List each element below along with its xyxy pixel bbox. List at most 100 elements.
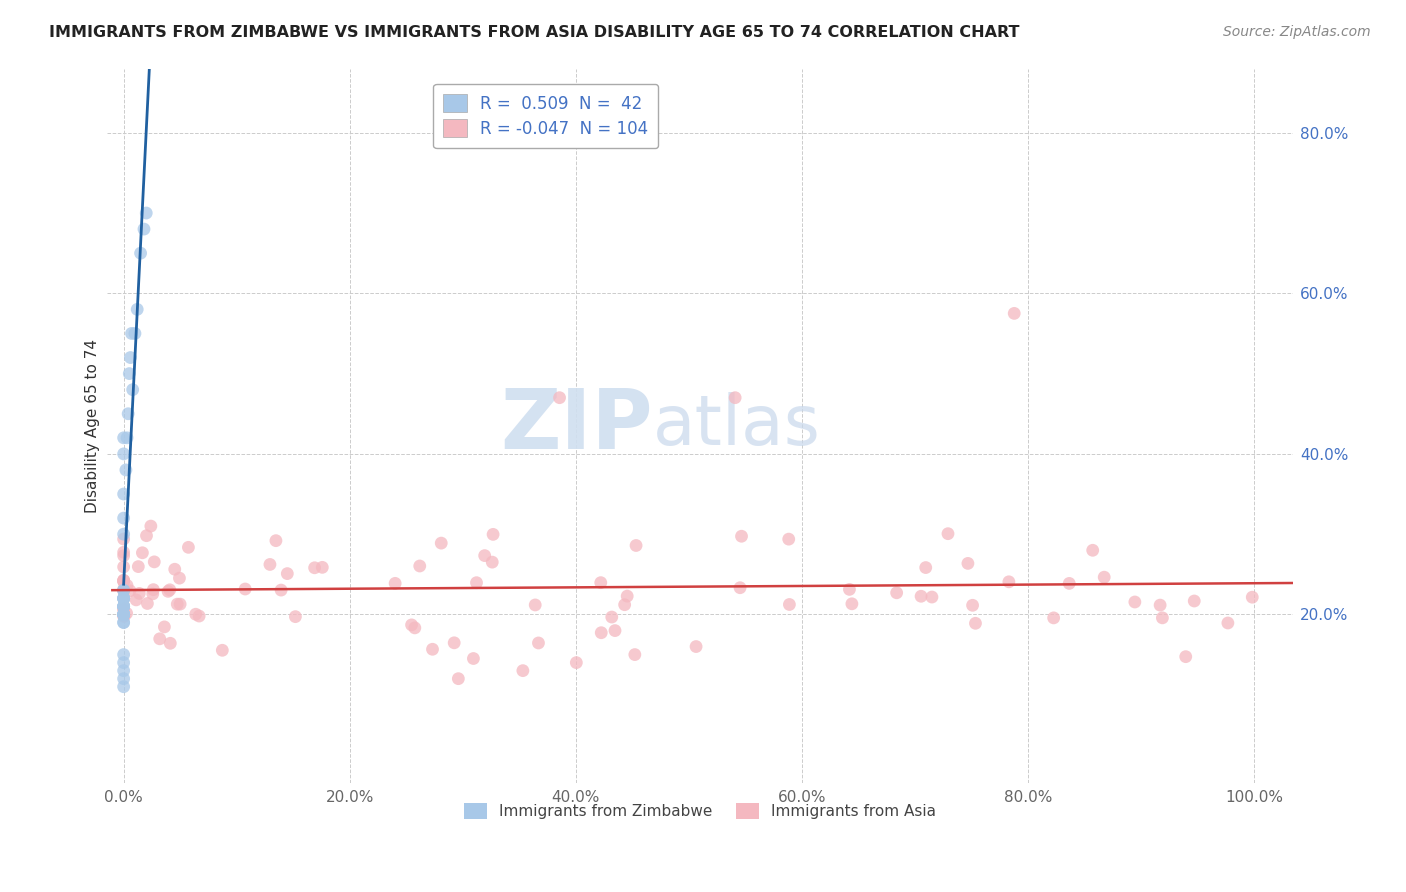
Point bbox=[1057, 576, 1080, 591]
Point bbox=[112, 601, 135, 615]
Point bbox=[112, 607, 135, 622]
Point bbox=[120, 351, 142, 365]
Legend: Immigrants from Zimbabwe, Immigrants from Asia: Immigrants from Zimbabwe, Immigrants fro… bbox=[458, 797, 942, 825]
Point bbox=[276, 566, 298, 581]
Point bbox=[384, 576, 406, 591]
Point bbox=[163, 562, 186, 576]
Point bbox=[233, 582, 256, 596]
Point bbox=[430, 536, 453, 550]
Point bbox=[184, 607, 207, 622]
Point bbox=[118, 583, 141, 598]
Point bbox=[135, 529, 157, 543]
Point bbox=[112, 591, 135, 606]
Point bbox=[1002, 306, 1025, 320]
Point bbox=[142, 582, 165, 597]
Point bbox=[447, 672, 470, 686]
Point bbox=[264, 533, 287, 548]
Point bbox=[841, 597, 863, 611]
Point bbox=[112, 591, 135, 606]
Point bbox=[112, 574, 135, 589]
Point bbox=[149, 632, 172, 646]
Point bbox=[112, 599, 135, 614]
Point bbox=[127, 302, 149, 317]
Point bbox=[112, 560, 135, 574]
Point bbox=[112, 599, 135, 614]
Point bbox=[936, 526, 959, 541]
Point bbox=[112, 599, 135, 614]
Point bbox=[112, 607, 135, 622]
Point bbox=[112, 431, 135, 445]
Point bbox=[159, 582, 181, 597]
Point bbox=[112, 591, 135, 606]
Point bbox=[112, 487, 135, 501]
Point bbox=[125, 593, 148, 607]
Point bbox=[112, 574, 135, 588]
Point bbox=[127, 559, 149, 574]
Point bbox=[624, 648, 647, 662]
Point bbox=[838, 582, 860, 597]
Point bbox=[112, 680, 135, 694]
Point bbox=[115, 463, 138, 477]
Point bbox=[124, 326, 146, 341]
Point bbox=[211, 643, 233, 657]
Point bbox=[112, 607, 135, 622]
Point bbox=[565, 656, 588, 670]
Point bbox=[624, 539, 647, 553]
Point bbox=[1241, 591, 1264, 605]
Point bbox=[121, 383, 143, 397]
Point bbox=[169, 571, 191, 585]
Point bbox=[591, 625, 613, 640]
Point bbox=[616, 589, 638, 603]
Point bbox=[401, 618, 423, 632]
Point bbox=[778, 532, 800, 546]
Point bbox=[465, 575, 488, 590]
Point bbox=[259, 558, 281, 572]
Text: ZIP: ZIP bbox=[501, 385, 652, 467]
Point bbox=[112, 591, 135, 606]
Point bbox=[153, 620, 176, 634]
Point bbox=[129, 246, 152, 260]
Point bbox=[112, 608, 135, 623]
Point bbox=[112, 648, 135, 662]
Point bbox=[115, 431, 138, 445]
Point bbox=[169, 597, 191, 611]
Point bbox=[443, 636, 465, 650]
Point bbox=[112, 532, 135, 546]
Text: Source: ZipAtlas.com: Source: ZipAtlas.com bbox=[1223, 25, 1371, 39]
Point bbox=[157, 584, 180, 599]
Point bbox=[463, 651, 485, 665]
Point bbox=[270, 583, 292, 598]
Point bbox=[112, 664, 135, 678]
Point bbox=[112, 582, 135, 597]
Point bbox=[512, 664, 534, 678]
Point bbox=[112, 574, 135, 588]
Point bbox=[914, 560, 936, 574]
Point bbox=[112, 607, 135, 622]
Point bbox=[1152, 611, 1174, 625]
Point bbox=[112, 609, 135, 624]
Point bbox=[1216, 615, 1239, 630]
Point bbox=[524, 598, 547, 612]
Point bbox=[1042, 611, 1064, 625]
Point bbox=[965, 616, 987, 631]
Point bbox=[998, 574, 1021, 589]
Point bbox=[728, 581, 751, 595]
Point bbox=[409, 559, 432, 574]
Point bbox=[115, 606, 138, 620]
Point bbox=[132, 222, 155, 236]
Point bbox=[112, 545, 135, 559]
Point bbox=[188, 609, 211, 624]
Point bbox=[112, 615, 135, 630]
Point bbox=[112, 607, 135, 622]
Point bbox=[284, 609, 307, 624]
Point bbox=[115, 578, 138, 592]
Point bbox=[112, 591, 135, 606]
Point bbox=[136, 597, 159, 611]
Point bbox=[613, 598, 636, 612]
Point bbox=[1182, 594, 1205, 608]
Y-axis label: Disability Age 65 to 74: Disability Age 65 to 74 bbox=[86, 339, 100, 513]
Point bbox=[135, 206, 157, 220]
Point bbox=[112, 607, 135, 622]
Point bbox=[112, 609, 135, 624]
Point bbox=[112, 603, 135, 617]
